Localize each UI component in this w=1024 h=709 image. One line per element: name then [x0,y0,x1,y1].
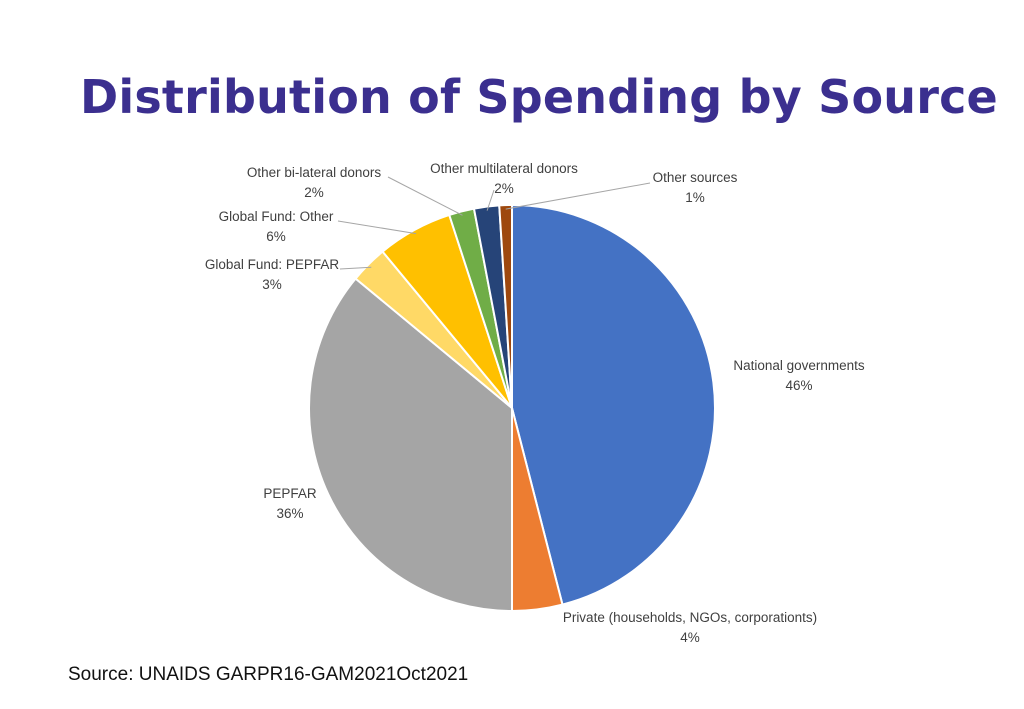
slice-label: Other bi-lateral donors [247,165,382,180]
slice-value-label: 3% [262,277,282,292]
leader-line [486,189,495,211]
chart-title: Distribution of Spending by Source [80,70,998,124]
leader-line [387,176,463,216]
slice-value-label: 2% [304,185,324,200]
slice-label: PEPFAR [263,486,317,501]
pie-slice-other-sources [498,203,513,409]
slice-value-label: 46% [785,378,812,393]
slice-label: Global Fund: PEPFAR [205,257,340,272]
slice-label: National governments [733,358,865,373]
source-note: Source: UNAIDS GARPR16-GAM2021Oct2021 [68,664,469,685]
slice-value-label: 4% [680,630,700,645]
pie-slice-pepfar [308,277,513,613]
leader-line [505,182,651,210]
slice-value-label: 6% [266,229,286,244]
pie-slice-national-governments [511,203,716,606]
leader-line [339,266,372,270]
slice-label: Other multilateral donors [430,161,578,176]
slice-value-label: 1% [685,190,705,205]
slice-label: Other sources [653,170,738,185]
slice-value-label: 36% [276,506,303,521]
leader-line [337,220,417,235]
slice-label: Private (households, NGOs, corporationts… [563,610,817,625]
slice-value-label: 2% [494,181,514,196]
slice-label: Global Fund: Other [219,209,334,224]
